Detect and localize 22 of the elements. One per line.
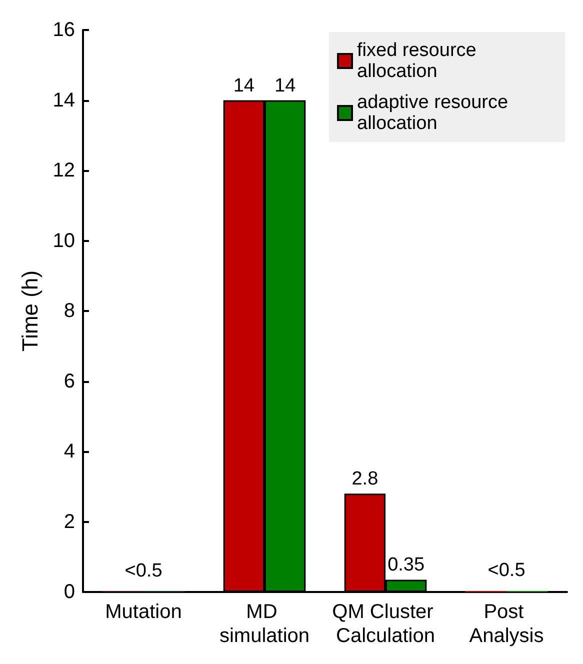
y-axis-title: Time (h) (18, 270, 42, 352)
y-tick-label: 2 (64, 510, 75, 533)
y-tick-label: 12 (52, 160, 75, 182)
legend-label: adaptive resource allocation (357, 92, 514, 134)
y-tick-label: 0 (64, 581, 75, 603)
x-tick-label: MD simulation (219, 601, 310, 647)
y-tick-label: 4 (64, 440, 75, 462)
y-tick-label: 8 (64, 300, 75, 322)
x-tick-label: QM Cluster Calculation (332, 601, 439, 647)
data-label: <0.5 (124, 560, 162, 582)
data-label: 14 (233, 75, 255, 96)
data-label: 0.35 (388, 554, 425, 576)
data-label: 2.8 (352, 468, 378, 490)
x-tick-label: Mutation (105, 601, 182, 623)
y-tick-label: 16 (52, 19, 75, 41)
legend-label: fixed resource allocation (357, 40, 482, 82)
x-tick-label: Post Analysis (469, 601, 544, 647)
y-tick-label: 10 (52, 230, 75, 252)
data-label: <0.5 (488, 560, 526, 581)
y-tick-label: 14 (52, 89, 75, 112)
data-label: 14 (274, 75, 296, 96)
y-tick-label: 6 (64, 370, 75, 392)
